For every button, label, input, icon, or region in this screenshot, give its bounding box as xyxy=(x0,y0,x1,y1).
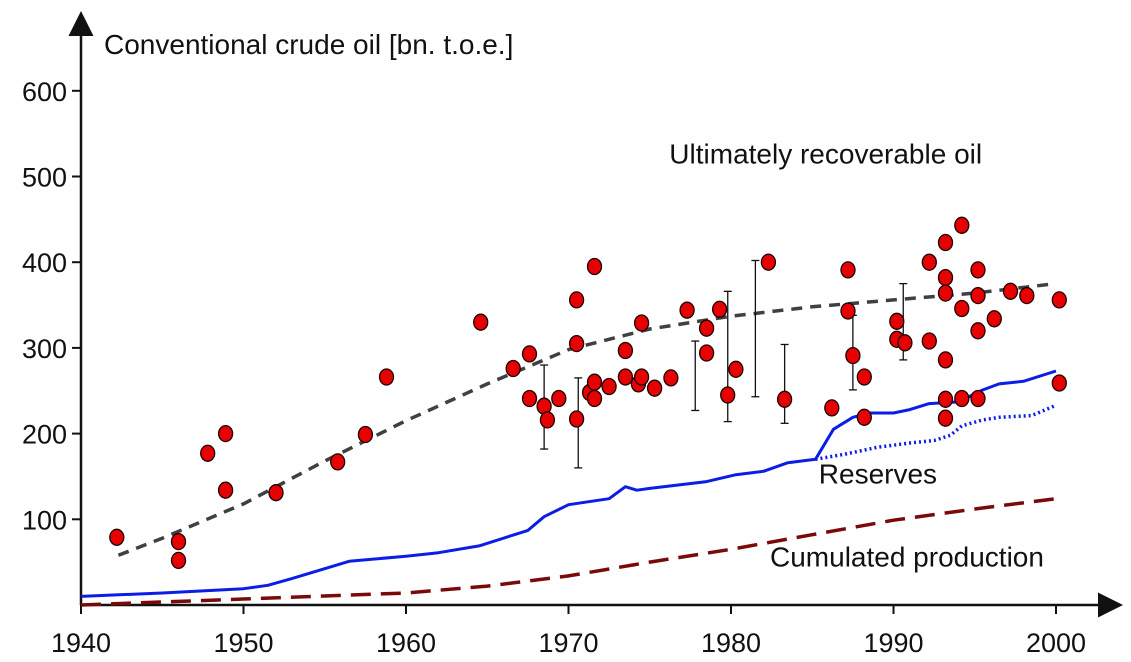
estimate-point xyxy=(109,528,125,546)
annotation-label: Reserves xyxy=(819,458,937,489)
annotation-label: Cumulated production xyxy=(770,541,1044,572)
estimate-point xyxy=(720,386,736,404)
estimate-point xyxy=(330,453,346,471)
estimate-point xyxy=(921,332,937,350)
estimate-point xyxy=(357,425,374,444)
estimate-point xyxy=(840,302,856,320)
y-tick-label: 500 xyxy=(22,163,67,193)
estimate-point xyxy=(568,291,585,309)
estimate-point xyxy=(601,377,617,396)
estimate-point xyxy=(1002,282,1019,300)
y-tick-label: 600 xyxy=(22,77,67,107)
estimate-point xyxy=(845,346,861,365)
reserves-line xyxy=(80,369,1057,598)
y-tick-label: 400 xyxy=(22,248,67,278)
estimate-point xyxy=(217,481,234,499)
y-tick-label: 300 xyxy=(22,334,67,364)
y-tick-label: 100 xyxy=(22,505,67,535)
estimate-points xyxy=(109,216,1067,570)
error-bar xyxy=(691,340,700,412)
estimate-point xyxy=(970,389,986,408)
x-tick-label: 1940 xyxy=(51,628,111,658)
estimate-point xyxy=(954,299,970,318)
estimate-point xyxy=(663,369,679,387)
estimate-point xyxy=(521,389,538,408)
x-tick-label: 1980 xyxy=(701,628,761,658)
x-tick-label: 2000 xyxy=(1026,628,1086,658)
estimate-point xyxy=(268,484,284,502)
estimate-point xyxy=(568,334,585,353)
estimate-point xyxy=(937,284,954,302)
estimate-point xyxy=(200,444,216,462)
estimate-point xyxy=(505,359,521,378)
estimate-point xyxy=(776,390,793,408)
estimate-point xyxy=(551,389,567,408)
estimate-point xyxy=(937,233,954,252)
ultimately-recoverable-trend-line xyxy=(117,281,1057,557)
estimate-point xyxy=(617,341,634,360)
estimate-point xyxy=(586,257,603,276)
estimate-point xyxy=(586,373,603,391)
estimate-point xyxy=(937,268,954,287)
estimate-point xyxy=(568,410,585,428)
estimate-point xyxy=(711,300,728,318)
estimate-point xyxy=(646,379,663,397)
estimate-point xyxy=(937,351,954,369)
estimate-point xyxy=(760,253,777,271)
estimate-point xyxy=(698,319,715,337)
estimate-point xyxy=(824,399,840,417)
x-tick-label: 1960 xyxy=(376,628,436,658)
estimate-point xyxy=(521,345,538,363)
estimate-point xyxy=(170,532,187,551)
estimate-point xyxy=(1051,374,1067,392)
estimate-point xyxy=(937,390,954,408)
estimate-point xyxy=(970,286,986,305)
y-tick-label: 200 xyxy=(22,420,67,450)
estimate-point xyxy=(1051,291,1067,309)
estimate-point xyxy=(473,313,489,331)
estimate-point xyxy=(856,408,872,426)
estimate-point xyxy=(937,409,954,427)
error-bar xyxy=(780,343,789,424)
x-tick-label: 1950 xyxy=(213,628,273,658)
estimate-point xyxy=(728,360,744,378)
estimate-point xyxy=(217,424,234,443)
estimate-point xyxy=(954,389,970,408)
y-axis-label: Conventional crude oil [bn. t.o.e.] xyxy=(104,29,513,60)
estimate-point xyxy=(954,216,970,234)
estimate-point xyxy=(970,322,986,340)
estimate-point xyxy=(633,368,650,386)
estimate-point xyxy=(617,368,634,386)
estimate-point xyxy=(539,411,556,429)
estimate-point xyxy=(897,334,913,352)
chart-text: 1940 1950 1960 1970 1980 1990 2000 100 200 300 400… xyxy=(22,29,1086,658)
estimate-point xyxy=(856,368,872,386)
annotation-label: Ultimately recoverable oil xyxy=(669,139,982,170)
estimate-point xyxy=(889,312,905,330)
estimate-point xyxy=(840,261,856,279)
x-tick-label: 1990 xyxy=(863,628,923,658)
estimate-point xyxy=(1019,286,1035,305)
estimate-point xyxy=(921,253,937,271)
x-tick-label: 1970 xyxy=(538,628,598,658)
series-lines xyxy=(80,281,1057,607)
estimate-point xyxy=(970,261,986,279)
estimate-point xyxy=(698,344,715,362)
estimate-point xyxy=(378,368,395,386)
error-bar xyxy=(751,259,760,398)
estimate-point xyxy=(986,310,1002,328)
reserves-dotted-line xyxy=(815,403,1057,462)
cumulated-production-line xyxy=(80,496,1057,607)
estimate-point xyxy=(679,301,695,319)
estimate-point xyxy=(586,389,603,408)
estimate-point xyxy=(633,314,650,332)
estimate-point xyxy=(170,551,187,570)
axes xyxy=(68,11,1123,618)
